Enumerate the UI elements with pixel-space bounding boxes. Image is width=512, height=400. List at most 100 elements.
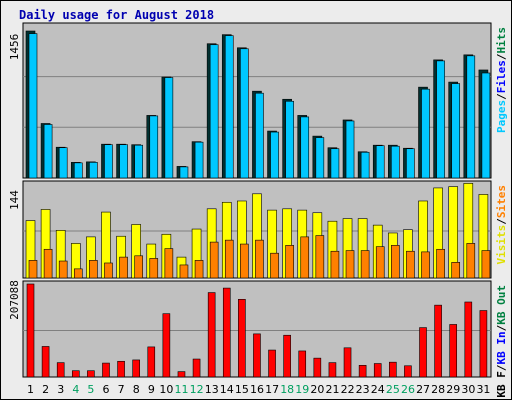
bar-kbytes-kb f-5 (87, 370, 95, 378)
legend-entry: / (495, 364, 508, 371)
bar-kbytes-kb f-21 (328, 362, 337, 378)
bar-kbytes-kb f-28 (434, 304, 442, 378)
bar-hits-files-31 (481, 72, 491, 179)
bar-hits-files-2 (43, 124, 53, 179)
x-tick-label-11: 11 (175, 383, 189, 396)
bar-visits-sites-16 (255, 239, 264, 279)
bar-visits-sites-6 (104, 262, 113, 279)
bar-visits-sites-19 (300, 236, 310, 279)
bar-kbytes-kb f-17 (268, 349, 276, 378)
bar-visits-sites-15 (240, 243, 249, 279)
bar-hits-files-17 (270, 131, 279, 179)
legend-entry: / (495, 53, 508, 60)
x-tick-label-13: 13 (205, 383, 219, 396)
bar-hits-files-9 (149, 115, 159, 179)
bar-hits-files-29 (451, 83, 461, 179)
bar-hits-files-19 (300, 116, 310, 179)
legend-entry: KB In (495, 331, 508, 364)
bar-kbytes-kb f-16 (253, 333, 261, 378)
bar-kbytes-kb f-12 (192, 358, 201, 378)
x-tick-label-16: 16 (250, 383, 264, 396)
bar-visits-sites-8 (134, 255, 143, 279)
bar-kbytes-kb f-18 (283, 334, 291, 378)
legend-hits: Pages/Files/Hits (495, 27, 508, 133)
bar-kbytes-kb f-8 (132, 359, 140, 378)
y-max-label-hits: 1456 (8, 34, 21, 61)
bar-hits-files-23 (360, 151, 370, 179)
bar-hits-files-1 (28, 33, 38, 179)
x-tick-label-18: 18 (280, 383, 294, 396)
bar-hits-files-21 (330, 148, 340, 179)
x-tick-label-28: 28 (431, 383, 445, 396)
bar-visits-sites-28 (436, 248, 445, 279)
x-tick-label-29: 29 (446, 383, 460, 396)
x-tick-label-4: 4 (72, 383, 79, 396)
x-tick-label-30: 30 (461, 383, 475, 396)
x-tick-label-3: 3 (57, 383, 64, 396)
y-max-label-visits: 144 (8, 190, 21, 210)
bar-kbytes-kb f-1 (26, 283, 35, 378)
bar-visits-sites-3 (58, 260, 68, 279)
bar-kbytes-kb f-31 (479, 310, 488, 378)
bar-hits-files-3 (58, 147, 68, 179)
bar-hits-files-26 (406, 148, 415, 179)
bar-hits-files-27 (421, 88, 430, 179)
legend-entry: / (495, 93, 508, 100)
bar-visits-sites-24 (375, 246, 385, 279)
bar-visits-sites-13 (209, 241, 219, 279)
bar-visits-sites-26 (406, 250, 415, 279)
bar-hits-files-4 (73, 162, 83, 179)
bar-hits-files-15 (240, 48, 249, 179)
bar-visits-sites-7 (119, 256, 128, 279)
x-tick-label-23: 23 (356, 383, 370, 396)
panel-kbytes (22, 280, 492, 378)
x-tick-label-6: 6 (103, 383, 110, 396)
bar-visits-sites-22 (345, 250, 355, 279)
bar-visits-sites-21 (330, 250, 340, 279)
x-tick-label-8: 8 (133, 383, 140, 396)
bar-kbytes-kb f-3 (56, 362, 65, 378)
bar-visits-sites-29 (451, 262, 461, 279)
x-tick-label-14: 14 (220, 383, 234, 396)
bar-visits-sites-31 (481, 250, 491, 279)
bar-visits-sites-12 (194, 260, 204, 279)
bar-visits-sites-1 (28, 260, 38, 279)
x-tick-label-20: 20 (310, 383, 324, 396)
bar-visits-sites-4 (73, 268, 83, 279)
bar-hits-files-16 (255, 92, 264, 179)
bar-visits-sites-2 (43, 248, 53, 279)
bar-kbytes-kb f-4 (71, 370, 80, 378)
bar-kbytes-kb f-9 (147, 346, 156, 378)
bar-hits-files-20 (315, 137, 325, 179)
bar-hits-files-14 (224, 35, 234, 179)
x-tick-label-10: 10 (159, 383, 173, 396)
bar-kbytes-kb f-26 (404, 365, 412, 378)
x-tick-label-31: 31 (476, 383, 490, 396)
legend-visits: Visits/Sites (495, 185, 508, 265)
bar-kbytes-kb f-2 (41, 346, 50, 378)
bar-kbytes-kb f-29 (449, 324, 458, 378)
bar-kbytes-kb f-14 (222, 287, 231, 378)
bar-kbytes-kb f-15 (238, 299, 246, 378)
bar-kbytes-kb f-10 (162, 313, 171, 378)
bar-hits-files-25 (391, 145, 400, 179)
bar-hits-files-12 (194, 141, 204, 179)
x-tick-label-24: 24 (371, 383, 385, 396)
bar-kbytes-kb f-23 (358, 365, 367, 378)
legend-entry: / (495, 324, 508, 331)
x-tick-label-19: 19 (295, 383, 309, 396)
x-tick-label-12: 12 (190, 383, 204, 396)
bar-hits-files-6 (104, 144, 113, 179)
chart-title: Daily usage for August 2018 (19, 8, 214, 22)
x-tick-label-27: 27 (416, 383, 430, 396)
bar-visits-sites-14 (224, 239, 234, 279)
x-tick-label-1: 1 (27, 383, 34, 396)
x-tick-label-25: 25 (386, 383, 400, 396)
bar-visits-sites-30 (466, 243, 476, 279)
bar-hits-files-10 (164, 77, 174, 179)
legend-entry: Pages (495, 100, 508, 133)
x-tick-label-5: 5 (87, 383, 94, 396)
legend-kbytes: KB F/KB In/KB Out (495, 285, 508, 398)
bar-visits-sites-11 (179, 264, 189, 279)
